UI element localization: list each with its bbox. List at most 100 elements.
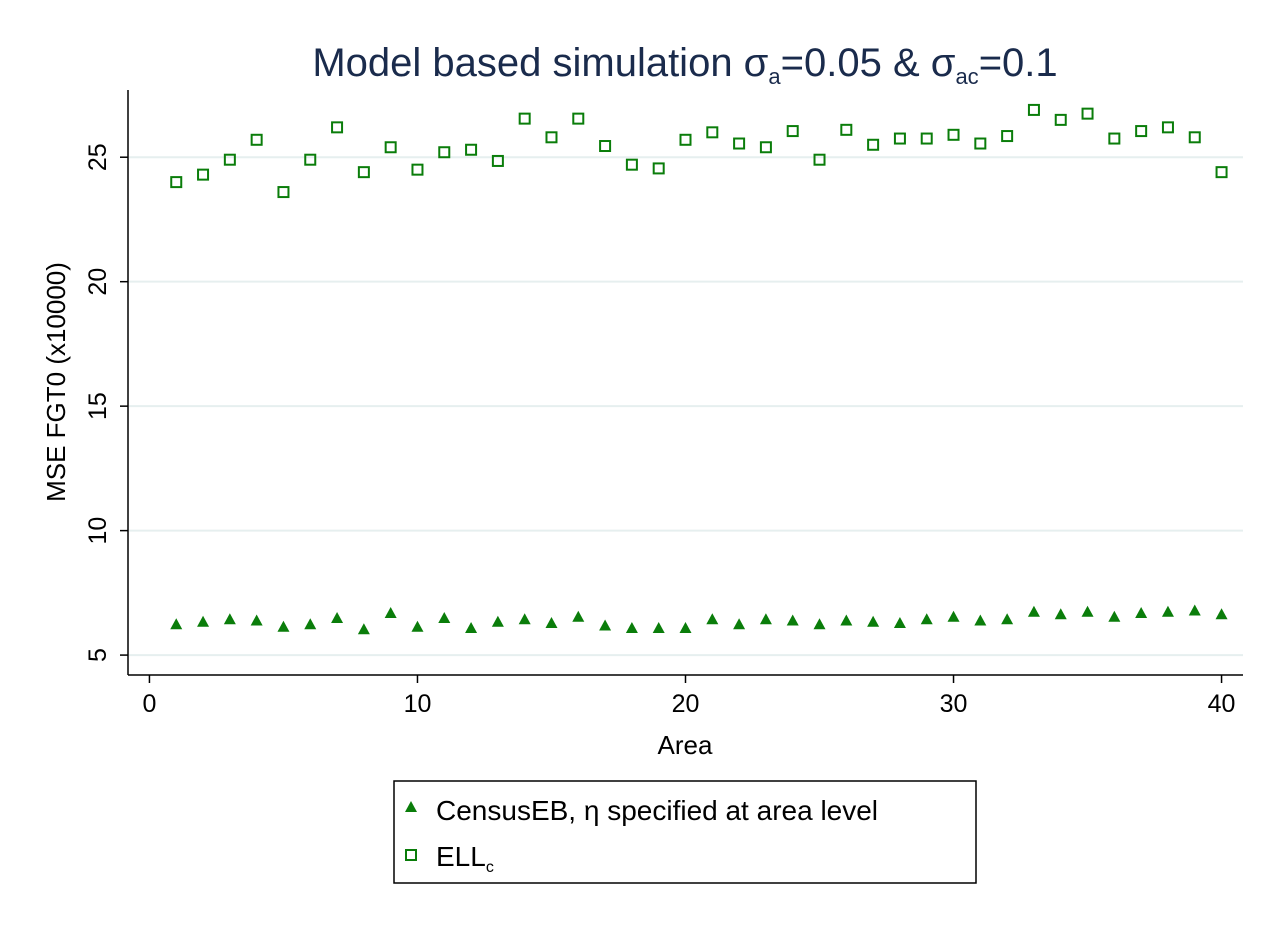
censuseb-point xyxy=(1108,610,1121,622)
ellc-point xyxy=(1081,107,1094,120)
ellc-point xyxy=(384,141,397,154)
grid-lines xyxy=(129,156,1243,657)
ellc-point xyxy=(947,128,960,141)
ellc-point xyxy=(1188,131,1201,144)
censuseb-point xyxy=(679,621,692,633)
censuseb-point xyxy=(170,618,183,630)
ellc-point xyxy=(357,166,370,179)
ellc-point xyxy=(813,153,826,166)
y-axis-title: MSE FGT0 (x10000) xyxy=(41,262,71,502)
ellc-point xyxy=(1027,103,1040,116)
ellc-point xyxy=(465,143,478,156)
ellc-point xyxy=(652,162,665,175)
censuseb-point xyxy=(840,614,853,626)
censuseb-point xyxy=(947,610,960,622)
censuseb-point xyxy=(357,623,370,635)
censuseb-point xyxy=(1135,607,1148,619)
censuseb-point xyxy=(384,607,397,619)
ellc-point xyxy=(304,153,317,166)
ellc-point xyxy=(277,186,290,199)
censuseb-point xyxy=(1215,608,1228,620)
censuseb-point xyxy=(197,615,210,627)
x-tick-label: 20 xyxy=(672,690,700,718)
censuseb-point xyxy=(786,614,799,626)
censuseb-point xyxy=(1027,605,1040,617)
x-axis-title: Area xyxy=(658,730,713,760)
censuseb-point xyxy=(250,614,263,626)
x-tick-label: 10 xyxy=(404,690,432,718)
ellc-point xyxy=(867,138,880,151)
censuseb-point xyxy=(1161,605,1174,617)
censuseb-point xyxy=(277,620,290,632)
title-subscript-ac: ac xyxy=(955,64,978,89)
ellc-point xyxy=(1161,121,1174,134)
data-points xyxy=(170,103,1228,635)
title-subscript-a: a xyxy=(768,64,781,89)
legend-box xyxy=(393,780,977,884)
censuseb-point xyxy=(706,613,719,625)
ellc-point xyxy=(1108,132,1121,145)
y-tick-label: 5 xyxy=(84,648,112,662)
ellc-point xyxy=(786,125,799,138)
censuseb-point xyxy=(438,611,451,623)
ellc-point xyxy=(1215,166,1228,179)
x-tick-label: 30 xyxy=(940,690,968,718)
ellc-point xyxy=(599,140,612,153)
ellc-point xyxy=(1001,130,1014,143)
ellc-point xyxy=(706,126,719,139)
ellc-point xyxy=(411,163,424,176)
y-tick-label: 15 xyxy=(84,392,112,420)
ellc-point xyxy=(197,168,210,181)
ellc-point xyxy=(679,133,692,146)
censuseb-point xyxy=(545,616,558,628)
x-tick-label: 40 xyxy=(1208,690,1236,718)
ellc-point xyxy=(331,121,344,134)
censuseb-point xyxy=(304,618,317,630)
legend-marker-square xyxy=(405,849,417,861)
legend: CensusEB, η specified at area level ELLc xyxy=(393,780,977,884)
censuseb-point xyxy=(572,610,585,622)
ellc-point xyxy=(625,158,638,171)
censuseb-point xyxy=(518,613,531,625)
ellc-point xyxy=(545,131,558,144)
ellc-point xyxy=(223,153,236,166)
censuseb-point xyxy=(733,618,746,630)
censuseb-point xyxy=(1188,604,1201,616)
ellc-point xyxy=(733,137,746,150)
x-tick-label: 0 xyxy=(142,690,156,718)
ellc-point xyxy=(572,112,585,125)
ellc-point xyxy=(438,146,451,159)
censuseb-point xyxy=(974,614,987,626)
ellc-point xyxy=(893,132,906,145)
censuseb-point xyxy=(1054,608,1067,620)
ellc-point xyxy=(491,154,504,167)
ellc-point xyxy=(170,176,183,189)
ellc-point xyxy=(974,137,987,150)
legend-subscript-c: c xyxy=(486,859,494,876)
y-tick-label: 25 xyxy=(84,143,112,171)
ellc-point xyxy=(840,123,853,136)
censuseb-point xyxy=(867,615,880,627)
ellc-point xyxy=(250,133,263,146)
legend-marker-triangle xyxy=(405,801,417,812)
censuseb-point xyxy=(652,621,665,633)
censuseb-point xyxy=(759,613,772,625)
censuseb-point xyxy=(813,618,826,630)
ellc-point xyxy=(759,141,772,154)
censuseb-point xyxy=(223,613,236,625)
censuseb-point xyxy=(465,621,478,633)
ellc-point xyxy=(1054,113,1067,126)
legend-label-ellc: ELLc xyxy=(436,841,494,876)
censuseb-point xyxy=(491,615,504,627)
y-tick-label: 20 xyxy=(84,268,112,296)
censuseb-point xyxy=(1081,605,1094,617)
censuseb-point xyxy=(893,616,906,628)
censuseb-point xyxy=(331,611,344,623)
y-tick-label: 10 xyxy=(84,517,112,545)
censuseb-point xyxy=(411,620,424,632)
censuseb-point xyxy=(625,621,638,633)
ellc-point xyxy=(920,132,933,145)
censuseb-point xyxy=(1001,613,1014,625)
